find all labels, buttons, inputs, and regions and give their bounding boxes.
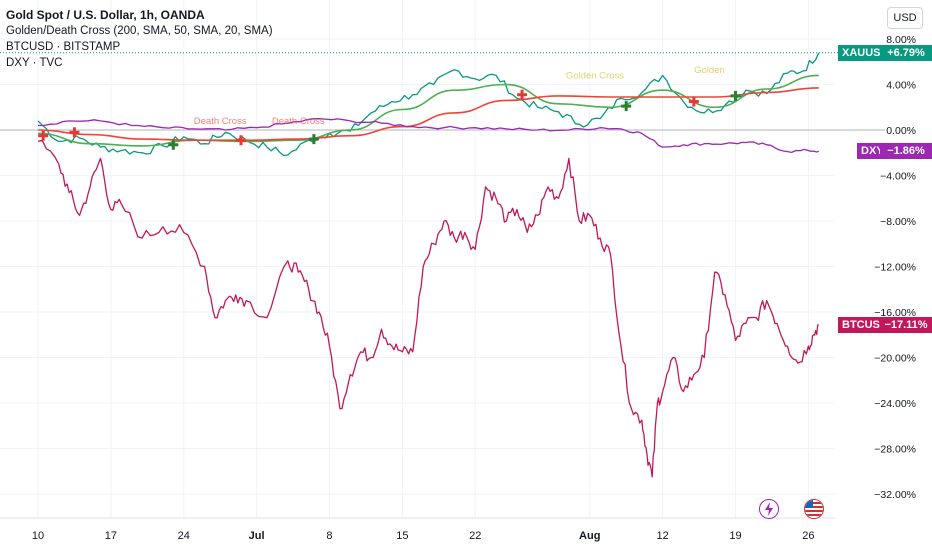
x-axis: 10 17 24 Jul 8 15 22 Aug 12 19 26: [0, 517, 835, 542]
y-tick-label: −8.00%: [880, 216, 916, 228]
x-tick-label: 10: [32, 530, 44, 542]
cross-marker-bar: [38, 134, 49, 138]
golden-cross-marker: [730, 90, 741, 101]
x-tick-label: 17: [105, 530, 117, 542]
currency-button[interactable]: USD: [887, 7, 923, 29]
y-tick-label: 0.00%: [886, 125, 916, 137]
y-tick-label: 8.00%: [886, 34, 916, 46]
y-tick-label: −16.00%: [874, 307, 916, 319]
y-tick-label: 4.00%: [886, 80, 916, 92]
sma-fast-line: [37, 74, 819, 147]
y-tick-label: −32.00%: [874, 489, 916, 501]
y-tick-label: −28.00%: [874, 444, 916, 456]
x-tick-label: 19: [729, 530, 741, 542]
symbol-title[interactable]: Gold Spot / U.S. Dollar, 1h, OANDA: [6, 8, 205, 22]
indicator-legend[interactable]: Golden/Death Cross (200, SMA, 50, SMA, 2…: [6, 25, 273, 37]
compare-series-dxy[interactable]: DXY · TVC: [6, 57, 63, 69]
cross-marker-bar: [688, 100, 699, 104]
x-tick-label: 22: [469, 530, 481, 542]
y-tick-label: −12.00%: [874, 262, 916, 274]
y-tick-label: −4.00%: [880, 171, 916, 183]
death-cross-marker: [517, 89, 528, 100]
dxy-price-label: DXY: [857, 143, 888, 160]
death-cross-label: Death Cross: [272, 116, 325, 127]
x-tick-label: Aug: [579, 530, 600, 542]
btcusd-price-label: BTCUSD: [838, 316, 892, 333]
btcusd-line: [37, 139, 820, 478]
golden-cross-marker: [168, 139, 179, 150]
chart-legend: Gold Spot / U.S. Dollar, 1h, OANDA Golde…: [6, 7, 273, 71]
x-tick-label: 26: [802, 530, 814, 542]
cross-marker-bar: [69, 130, 80, 134]
cross-annotations: Death Cross Death Cross Golden Cross Golden: [194, 65, 725, 127]
lightning-icon[interactable]: [759, 499, 779, 519]
death-cross-marker: [688, 96, 699, 107]
cross-marker-bar: [517, 93, 528, 97]
dxy-price-value: −1.86%: [880, 143, 932, 160]
golden-cross-marker: [308, 134, 319, 145]
cross-marker-bar: [730, 94, 741, 98]
cross-markers: [38, 89, 741, 150]
death-cross-marker: [38, 130, 49, 141]
cross-marker-bar: [236, 138, 246, 142]
y-tick-label: −20.00%: [874, 353, 916, 365]
chart-grid: [0, 0, 835, 518]
death-cross-marker: [236, 135, 246, 146]
cross-marker-bar: [308, 137, 319, 141]
death-cross-label: Death Cross: [194, 116, 247, 127]
golden-cross-label: Golden Cross: [566, 71, 624, 82]
y-axis: 8.00% 4.00% 0.00% −4.00% −8.00% −12.00% −16.00…: [874, 34, 916, 501]
xauusd-price-value: +6.79%: [880, 44, 932, 61]
compare-series-btcusd[interactable]: BTCUSD · BITSTAMP: [6, 41, 121, 53]
x-tick-label: Jul: [249, 530, 265, 542]
cross-marker-bar: [621, 104, 632, 108]
x-tick-label: 24: [178, 530, 190, 542]
cross-marker-bar: [168, 143, 179, 147]
us-flag-icon[interactable]: [804, 499, 824, 519]
x-tick-label: 15: [396, 530, 408, 542]
x-tick-label: 8: [326, 530, 332, 542]
zero-reference-line: [0, 52, 885, 131]
btcusd-price-value: −17.11%: [880, 316, 932, 333]
sma-slow-line: [37, 87, 819, 142]
death-cross-marker: [69, 127, 80, 138]
x-tick-label: 12: [656, 530, 668, 542]
xauusd-price-label: XAUUSD: [838, 44, 893, 61]
golden-cross-marker: [621, 101, 632, 112]
series-lines: [37, 52, 820, 478]
dxy-line: [37, 117, 820, 154]
golden-cross-label: Golden: [694, 65, 725, 76]
y-tick-label: −24.00%: [874, 398, 916, 410]
